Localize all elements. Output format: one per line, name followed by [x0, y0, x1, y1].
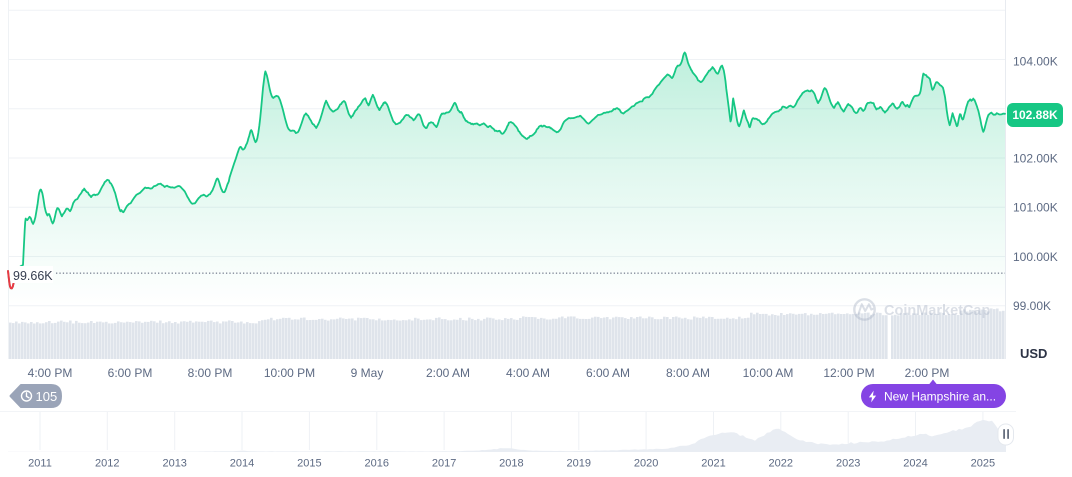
svg-text:2017: 2017: [432, 458, 456, 470]
svg-text:8:00 AM: 8:00 AM: [666, 366, 710, 380]
svg-text:102.88K: 102.88K: [1012, 108, 1058, 122]
svg-text:2:00 PM: 2:00 PM: [905, 366, 950, 380]
svg-text:2018: 2018: [499, 458, 523, 470]
svg-text:104.00K: 104.00K: [1013, 55, 1058, 69]
svg-text:10:00 PM: 10:00 PM: [264, 366, 315, 380]
svg-text:2016: 2016: [365, 458, 389, 470]
svg-text:2013: 2013: [162, 458, 186, 470]
svg-text:2021: 2021: [701, 458, 725, 470]
svg-text:2025: 2025: [971, 458, 995, 470]
svg-text:2023: 2023: [836, 458, 860, 470]
svg-text:101.00K: 101.00K: [1013, 201, 1058, 215]
svg-text:8:00 PM: 8:00 PM: [188, 366, 233, 380]
svg-text:2022: 2022: [769, 458, 793, 470]
svg-text:9 May: 9 May: [351, 366, 384, 380]
svg-text:New Hampshire an...: New Hampshire an...: [884, 390, 996, 404]
svg-text:6:00 PM: 6:00 PM: [108, 366, 153, 380]
svg-text:2024: 2024: [903, 458, 927, 470]
svg-text:100.00K: 100.00K: [1013, 250, 1058, 264]
svg-text:2019: 2019: [567, 458, 591, 470]
svg-text:USD: USD: [1020, 346, 1047, 361]
svg-text:102.00K: 102.00K: [1013, 152, 1058, 166]
svg-text:99.66K: 99.66K: [13, 269, 53, 283]
svg-text:2014: 2014: [230, 458, 254, 470]
svg-text:10:00 AM: 10:00 AM: [743, 366, 794, 380]
svg-text:2020: 2020: [634, 458, 658, 470]
svg-text:2011: 2011: [28, 458, 52, 470]
svg-text:4:00 PM: 4:00 PM: [28, 366, 73, 380]
svg-text:6:00 AM: 6:00 AM: [586, 366, 630, 380]
svg-text:2012: 2012: [95, 458, 119, 470]
svg-text:2:00 AM: 2:00 AM: [426, 366, 470, 380]
svg-text:99.00K: 99.00K: [1013, 299, 1051, 313]
svg-text:105: 105: [36, 389, 58, 404]
svg-text:12:00 PM: 12:00 PM: [823, 366, 874, 380]
svg-text:CoinMarketCap: CoinMarketCap: [884, 303, 990, 319]
svg-text:2015: 2015: [297, 458, 321, 470]
svg-text:4:00 AM: 4:00 AM: [506, 366, 550, 380]
